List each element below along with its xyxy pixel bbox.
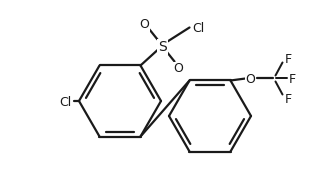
Text: Cl: Cl [59, 96, 71, 109]
Text: S: S [158, 40, 167, 54]
Text: F: F [289, 74, 296, 86]
Text: Cl: Cl [192, 23, 205, 36]
Text: F: F [285, 54, 292, 67]
Text: O: O [140, 18, 149, 32]
Text: O: O [174, 62, 183, 76]
Text: O: O [245, 74, 256, 86]
Text: F: F [285, 93, 292, 106]
